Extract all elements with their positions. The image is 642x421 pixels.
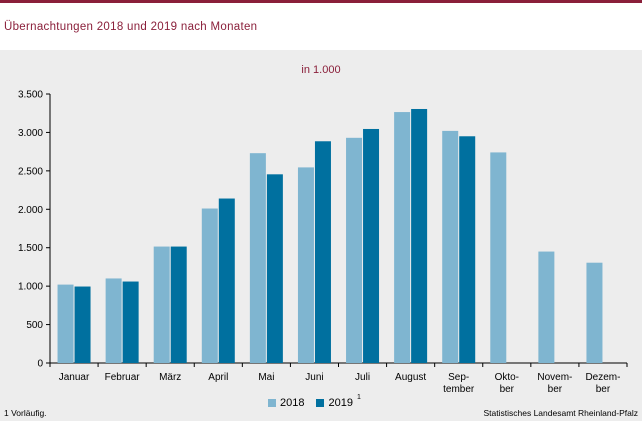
x-tick-label-line: Februar bbox=[105, 372, 141, 383]
legend-label-2019: 2019 bbox=[328, 397, 353, 409]
y-tick-label: 500 bbox=[26, 320, 43, 331]
legend: 2018 2019 1 bbox=[268, 393, 373, 409]
source-note: Statistisches Landesamt Rheinland-Pfalz bbox=[483, 408, 639, 418]
x-tick-label-line: August bbox=[395, 372, 426, 383]
bar-2019 bbox=[74, 286, 91, 363]
legend-swatch-2018 bbox=[268, 399, 276, 407]
y-tick-label: 3.500 bbox=[18, 90, 43, 101]
x-tick-label: Juni bbox=[305, 372, 323, 383]
bar-2018 bbox=[586, 262, 603, 363]
bar-2019 bbox=[363, 128, 380, 363]
y-tick-label: 3.000 bbox=[18, 128, 43, 139]
x-tick-label-line: Okto- bbox=[495, 372, 519, 383]
y-tick-label: 1.500 bbox=[18, 243, 43, 254]
x-tick-label-line: ber bbox=[596, 384, 611, 395]
bar-2019 bbox=[459, 136, 476, 363]
x-tick-label-line: Juli bbox=[355, 372, 370, 383]
bar-2019 bbox=[122, 281, 139, 363]
bar-2019 bbox=[314, 141, 331, 363]
chart-subtitle: in 1.000 bbox=[301, 64, 341, 76]
bar-2018 bbox=[538, 251, 555, 363]
bar-2018 bbox=[442, 130, 459, 363]
legend-item-2019: 2019 1 bbox=[316, 393, 361, 409]
x-tick-label-line: Januar bbox=[59, 372, 90, 383]
legend-label-2018: 2018 bbox=[280, 397, 305, 409]
x-tick-label-line: Dezem- bbox=[585, 372, 620, 383]
chart-title: Übernachtungen 2018 und 2019 nach Monate… bbox=[4, 21, 258, 33]
x-tick-label: Sep-tember bbox=[443, 372, 475, 395]
legend-footnote-mark: 1 bbox=[356, 393, 361, 401]
bar-2018 bbox=[57, 284, 74, 363]
x-tick-label: Juli bbox=[355, 372, 370, 383]
bar-2018 bbox=[297, 167, 314, 363]
x-tick-label: März bbox=[159, 372, 181, 383]
x-tick-label: Okto-ber bbox=[495, 372, 519, 395]
bar-2018 bbox=[394, 112, 411, 363]
bar-2018 bbox=[249, 153, 266, 363]
x-tick-label-line: April bbox=[208, 372, 228, 383]
bar-2019 bbox=[218, 198, 235, 363]
y-tick-label: 2.000 bbox=[18, 205, 43, 216]
y-tick-label: 2.500 bbox=[18, 166, 43, 177]
x-tick-label: Novem-ber bbox=[537, 372, 572, 395]
x-tick-label-line: Mai bbox=[258, 372, 274, 383]
x-tick-label: Januar bbox=[59, 372, 90, 383]
x-tick-label-line: März bbox=[159, 372, 181, 383]
x-tick-label: April bbox=[208, 372, 228, 383]
y-tick-label: 1.000 bbox=[18, 282, 43, 293]
x-tick-label-line: Juni bbox=[305, 372, 323, 383]
legend-item-2018: 2018 bbox=[268, 397, 304, 409]
x-tick-label-line: ber bbox=[500, 384, 515, 395]
x-tick-label: Februar bbox=[105, 372, 141, 383]
bar-2019 bbox=[411, 108, 428, 363]
legend-swatch-2019 bbox=[316, 399, 325, 407]
bar-2018 bbox=[153, 246, 170, 363]
header: Übernachtungen 2018 und 2019 nach Monate… bbox=[0, 3, 642, 50]
footnote: 1 Vorläufig. bbox=[4, 408, 47, 418]
bar-2019 bbox=[266, 174, 283, 363]
x-tick-label: August bbox=[395, 372, 426, 383]
x-tick-label-line: ber bbox=[548, 384, 563, 395]
bar-2018 bbox=[346, 137, 363, 363]
bar-2018 bbox=[105, 278, 122, 363]
bar-2018 bbox=[201, 208, 218, 363]
x-tick-label-line: Novem- bbox=[537, 372, 572, 383]
bar-2018 bbox=[490, 152, 507, 363]
top-rule bbox=[0, 0, 642, 3]
x-tick-label-line: Sep- bbox=[448, 372, 469, 383]
x-tick-label: Dezem-ber bbox=[585, 372, 620, 395]
x-tick-label: Mai bbox=[258, 372, 274, 383]
bar-2019 bbox=[170, 246, 187, 363]
x-tick-label-line: tember bbox=[443, 384, 475, 395]
y-tick-label: 0 bbox=[37, 359, 43, 370]
